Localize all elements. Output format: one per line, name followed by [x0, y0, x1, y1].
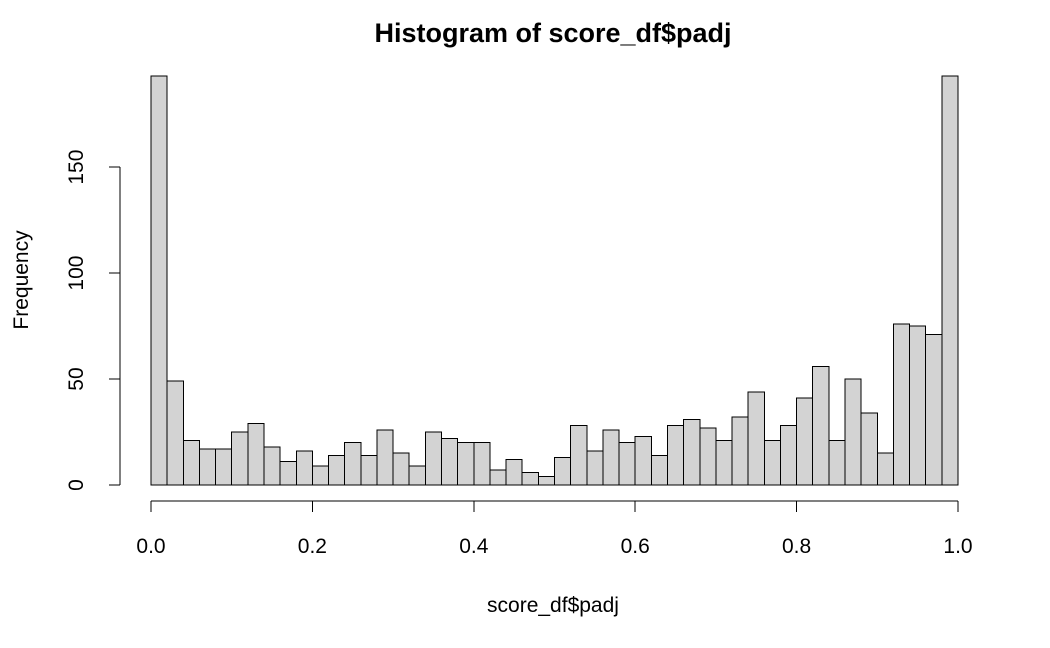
- histogram-bar: [828, 439, 846, 486]
- histogram-bar: [909, 325, 927, 486]
- y-tick-label: 50: [65, 367, 88, 390]
- histogram-bar: [570, 425, 588, 486]
- histogram-bar: [731, 416, 749, 486]
- histogram-bar: [763, 439, 781, 486]
- histogram-bar: [247, 423, 265, 486]
- y-tick-label: 150: [65, 150, 88, 185]
- bars-group: [150, 75, 959, 486]
- histogram-bar: [166, 380, 184, 486]
- histogram-bar: [666, 425, 685, 486]
- x-tick-label: 1.0: [943, 535, 972, 558]
- histogram-bar: [424, 431, 443, 486]
- histogram-bar: [715, 439, 733, 486]
- histogram-bar: [457, 442, 475, 486]
- histogram-bar: [860, 412, 878, 486]
- y-tick-label: 100: [65, 256, 88, 291]
- histogram-bar: [779, 425, 798, 486]
- x-tick-label: 0.0: [136, 535, 165, 558]
- histogram-bar: [344, 442, 362, 486]
- chart-title: Histogram of score_df$padj: [374, 18, 731, 48]
- histogram-bar: [198, 448, 217, 486]
- histogram-bar: [392, 452, 410, 486]
- histogram-bar: [521, 471, 539, 486]
- histogram-bar: [586, 450, 604, 486]
- histogram-bar: [844, 378, 862, 486]
- x-tick-label: 0.8: [782, 535, 811, 558]
- histogram-bar: [215, 448, 233, 486]
- histogram-bar: [941, 75, 959, 486]
- histogram-bar: [231, 431, 249, 486]
- histogram-bar: [408, 465, 426, 486]
- histogram-bar: [650, 454, 668, 486]
- histogram-bar: [892, 323, 911, 486]
- histogram-bar: [489, 469, 507, 486]
- histogram-bar: [505, 459, 523, 486]
- y-axis-label: Frequency: [10, 230, 33, 330]
- histogram-bar: [295, 450, 313, 486]
- histogram-bar: [150, 75, 168, 486]
- histogram-bar: [441, 437, 459, 486]
- histogram-bar: [263, 446, 281, 486]
- histogram-bar: [683, 418, 701, 486]
- histogram-bar: [473, 442, 491, 486]
- histogram-bar: [360, 454, 378, 486]
- histogram-bar: [699, 427, 717, 486]
- histogram-bar: [812, 365, 830, 486]
- histogram-bar: [634, 435, 652, 486]
- histogram-bar: [182, 439, 200, 486]
- x-axis: 0.0 0.2 0.4 0.6 0.8 1.0: [136, 500, 973, 558]
- histogram-bar: [747, 391, 765, 486]
- histogram-bar: [876, 452, 894, 486]
- histogram-bar: [796, 397, 814, 486]
- x-tick-label: 0.2: [298, 535, 327, 558]
- histogram-bar: [537, 476, 555, 486]
- histogram-bar: [602, 429, 620, 486]
- histogram-bar: [328, 454, 346, 486]
- histogram-bar: [279, 461, 297, 486]
- y-axis: 0 50 100 150: [65, 150, 121, 491]
- histogram-bar: [376, 429, 394, 486]
- x-axis-label: score_df$padj: [487, 594, 619, 617]
- histogram-bar: [554, 456, 572, 486]
- histogram-bar: [618, 442, 636, 486]
- histogram-bar: [311, 465, 330, 486]
- histogram-bar: [925, 334, 943, 486]
- y-tick-label: 0: [65, 479, 88, 491]
- x-tick-label: 0.6: [621, 535, 650, 558]
- x-tick-label: 0.4: [459, 535, 489, 558]
